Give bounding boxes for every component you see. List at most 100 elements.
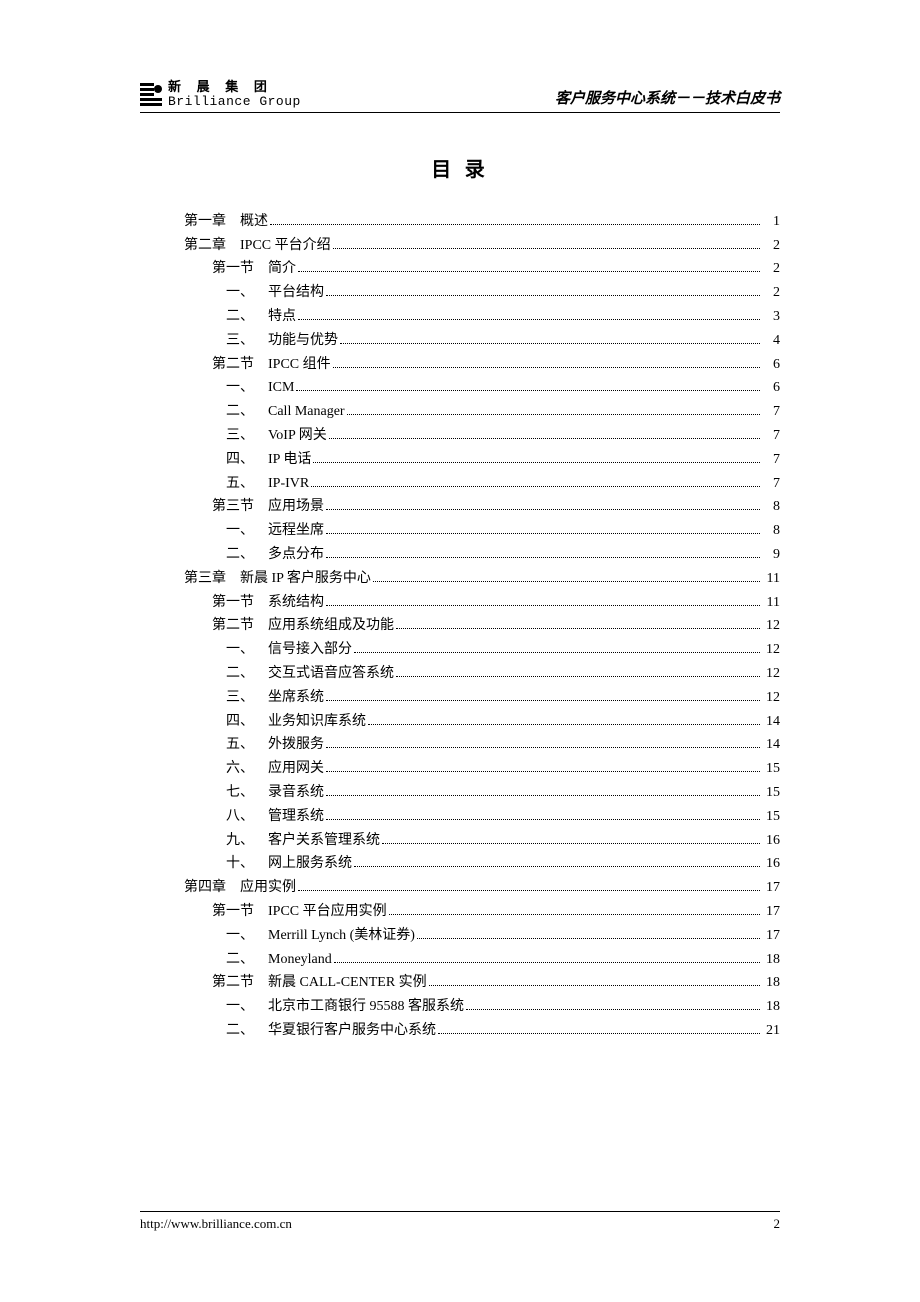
- toc-row: 第二节应用系统组成及功能12: [140, 614, 780, 638]
- toc-page-number: 6: [762, 376, 780, 400]
- toc-text: ICM: [268, 376, 294, 400]
- toc-leader-dots: [326, 605, 760, 606]
- toc-page-number: 8: [762, 519, 780, 543]
- toc-row: 二、交互式语音应答系统12: [140, 662, 780, 686]
- toc-label: 三、: [140, 686, 268, 710]
- toc-leader-dots: [340, 343, 760, 344]
- toc-label: 十、: [140, 852, 268, 876]
- toc-leader-dots: [313, 462, 760, 463]
- toc-row: 第四章应用实例 17: [140, 876, 780, 900]
- toc-text: Merrill Lynch (美林证券): [268, 924, 415, 948]
- toc-page-number: 3: [762, 305, 780, 329]
- toc-page-number: 18: [762, 971, 780, 995]
- toc-text: 应用场景: [268, 495, 324, 519]
- toc-page-number: 9: [762, 543, 780, 567]
- toc-row: 二、多点分布9: [140, 543, 780, 567]
- toc-page-number: 7: [762, 400, 780, 424]
- toc-row: 二、特点3: [140, 305, 780, 329]
- toc-row: 四、业务知识库系统14: [140, 710, 780, 734]
- toc-label: 三、: [140, 424, 268, 448]
- toc-row: 第一节简介2: [140, 257, 780, 281]
- toc-label: 二、: [140, 948, 268, 972]
- logo-cn: 新 晨 集 团: [168, 80, 301, 95]
- toc-leader-dots: [326, 819, 760, 820]
- footer-url: http://www.brilliance.com.cn: [140, 1216, 292, 1232]
- toc-label: 八、: [140, 805, 268, 829]
- toc-text: 外拨服务: [268, 733, 324, 757]
- toc-label: 二、: [140, 305, 268, 329]
- toc-text: 管理系统: [268, 805, 324, 829]
- toc-label: 一、: [140, 519, 268, 543]
- toc-page-number: 18: [762, 995, 780, 1019]
- toc-label: 三、: [140, 329, 268, 353]
- toc-label: 一、: [140, 924, 268, 948]
- toc-label: 一、: [140, 638, 268, 662]
- toc-text: IPCC 组件: [268, 353, 331, 377]
- toc-leader-dots: [396, 628, 760, 629]
- toc-label: 五、: [140, 733, 268, 757]
- toc-row: 第二节新晨 CALL-CENTER 实例18: [140, 971, 780, 995]
- toc-page-number: 14: [762, 733, 780, 757]
- toc-row: 七、录音系统15: [140, 781, 780, 805]
- toc-row: 五、外拨服务 14: [140, 733, 780, 757]
- toc-page-number: 12: [762, 638, 780, 662]
- toc-leader-dots: [373, 581, 760, 582]
- toc-label: 二、: [140, 400, 268, 424]
- toc-leader-dots: [326, 747, 760, 748]
- toc-label: 第二节: [140, 971, 268, 995]
- toc-text: VoIP 网关: [268, 424, 327, 448]
- toc-page-number: 6: [762, 353, 780, 377]
- toc-row: 第二节IPCC 组件6: [140, 353, 780, 377]
- toc-leader-dots: [326, 509, 760, 510]
- toc-leader-dots: [466, 1009, 760, 1010]
- toc-row: 三、功能与优势4: [140, 329, 780, 353]
- toc-page-number: 8: [762, 495, 780, 519]
- toc-row: 六、应用网关15: [140, 757, 780, 781]
- toc-page-number: 12: [762, 686, 780, 710]
- toc-label: 第二节: [140, 614, 268, 638]
- page-footer: http://www.brilliance.com.cn 2: [140, 1211, 780, 1232]
- toc-page-number: 21: [762, 1019, 780, 1043]
- toc-row: 第一章概述1: [140, 210, 780, 234]
- toc-leader-dots: [326, 795, 760, 796]
- toc-text: 录音系统: [268, 781, 324, 805]
- toc-label: 七、: [140, 781, 268, 805]
- toc-label: 五、: [140, 472, 268, 496]
- toc-label: 第一节: [140, 900, 268, 924]
- toc-label: 一、: [140, 376, 268, 400]
- logo-block: 新 晨 集 团 Brilliance Group: [140, 80, 301, 110]
- toc-page-number: 17: [762, 900, 780, 924]
- page-header: 新 晨 集 团 Brilliance Group 客户服务中心系统－－技术白皮书: [140, 80, 780, 113]
- toc-leader-dots: [347, 414, 760, 415]
- toc-label: 四、: [140, 448, 268, 472]
- toc-row: 一、北京市工商银行 95588 客服系统18: [140, 995, 780, 1019]
- toc-row: 第二章IPCC 平台介绍2: [140, 234, 780, 258]
- toc-text: 简介: [268, 257, 296, 281]
- toc-label: 第一节: [140, 591, 268, 615]
- toc-row: 第三节应用场景 8: [140, 495, 780, 519]
- toc-page-number: 16: [762, 829, 780, 853]
- toc-row: 五、IP-IVR 7: [140, 472, 780, 496]
- toc-text: IP-IVR: [268, 472, 309, 496]
- toc-row: 第一节系统结构11: [140, 591, 780, 615]
- toc-page-number: 17: [762, 876, 780, 900]
- toc-leader-dots: [333, 248, 760, 249]
- toc-label: 第三节: [140, 495, 268, 519]
- toc-label: 一、: [140, 281, 268, 305]
- toc-row: 九、客户关系管理系统16: [140, 829, 780, 853]
- toc-leader-dots: [326, 771, 760, 772]
- toc-label: 二、: [140, 543, 268, 567]
- toc-page-number: 11: [762, 591, 780, 615]
- toc-text: Call Manager: [268, 400, 345, 424]
- toc-text: 应用实例: [240, 876, 296, 900]
- toc-leader-dots: [334, 962, 760, 963]
- toc-leader-dots: [396, 676, 760, 677]
- toc-label: 第四章: [140, 876, 240, 900]
- toc-page-number: 7: [762, 472, 780, 496]
- toc-text: 华夏银行客户服务中心系统: [268, 1019, 436, 1043]
- toc-page-number: 18: [762, 948, 780, 972]
- toc-text: 交互式语音应答系统: [268, 662, 394, 686]
- toc-label: 九、: [140, 829, 268, 853]
- toc-leader-dots: [368, 724, 760, 725]
- toc-page-number: 11: [762, 567, 780, 591]
